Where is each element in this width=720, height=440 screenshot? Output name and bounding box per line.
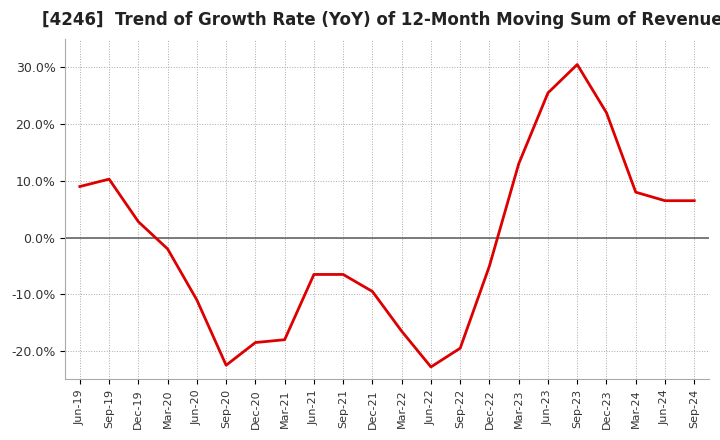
Title: [4246]  Trend of Growth Rate (YoY) of 12-Month Moving Sum of Revenues: [4246] Trend of Growth Rate (YoY) of 12-… — [42, 11, 720, 29]
